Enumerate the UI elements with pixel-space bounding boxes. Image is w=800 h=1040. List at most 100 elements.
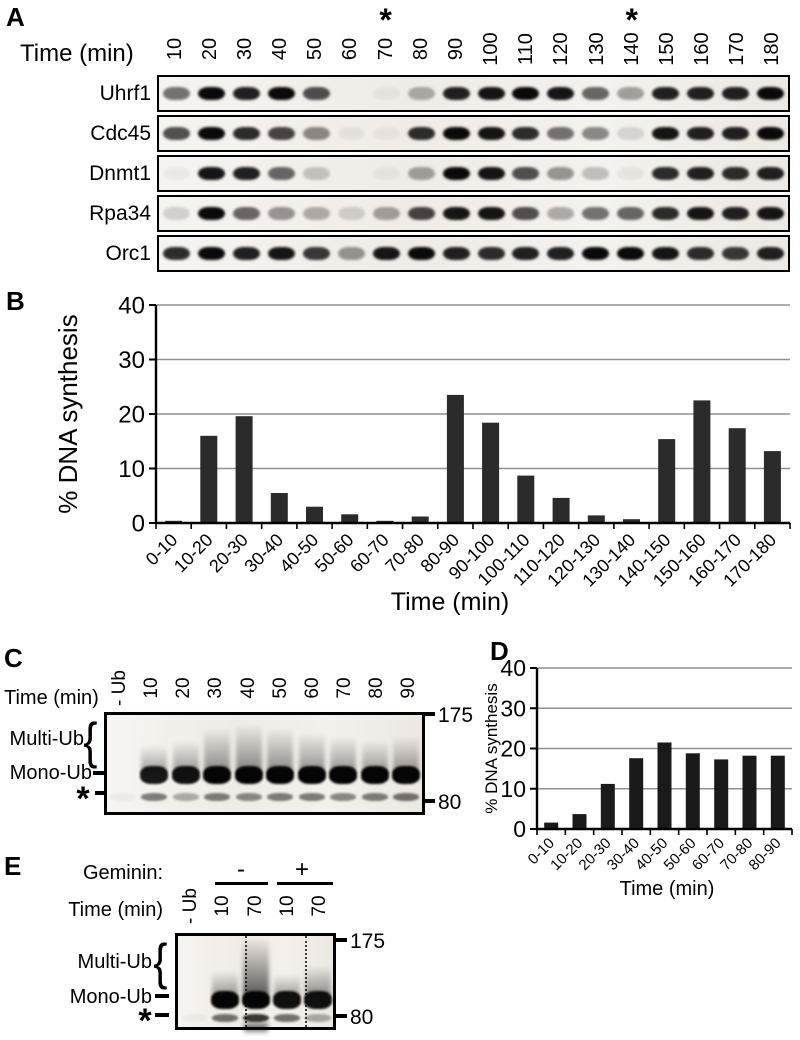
x-tick-label: 20-30 <box>205 530 252 577</box>
blot-band <box>757 127 784 140</box>
panel-c-multi-ub-label: Multi-Ub <box>9 728 84 750</box>
blot-band <box>687 247 715 260</box>
blot-band <box>477 167 505 180</box>
bar-60-70 <box>714 759 729 829</box>
asterisk-band <box>361 793 388 801</box>
blot-band <box>652 167 680 180</box>
asterisk-band <box>141 793 168 801</box>
blot-band <box>302 167 330 180</box>
blot-band <box>163 127 190 140</box>
blot-band <box>442 87 470 100</box>
blot-band <box>267 167 295 180</box>
blot-row-dnmt1 <box>157 155 790 192</box>
blot-band <box>407 167 435 180</box>
blot-band <box>757 247 784 260</box>
bar-0-10 <box>544 822 559 829</box>
panel-e-marker-80: 80 <box>350 1006 374 1029</box>
blot-row-label-orc1: Orc1 <box>105 242 151 265</box>
blot-band <box>163 87 190 100</box>
panel-c-marker-175: 175 <box>438 704 474 727</box>
y-tick-label: 30 <box>118 347 145 374</box>
panel-a-lane-label: 80 <box>409 37 432 61</box>
panel-a-asterisk: * <box>379 2 392 38</box>
x-axis-title: Time (min) <box>391 588 510 616</box>
blot-band <box>687 207 715 220</box>
panel-e-lane-label: 70 <box>308 895 330 917</box>
blot-band <box>687 87 715 100</box>
panel-e-lane-label: 10 <box>276 895 298 917</box>
blot-band <box>197 207 225 220</box>
blot-band <box>652 247 680 260</box>
blot-band <box>372 247 400 260</box>
y-tick-label: 30 <box>500 695 526 721</box>
blot-row-uhrf1 <box>157 75 790 112</box>
panel-c-blot-box <box>104 712 425 815</box>
blot-band <box>197 247 225 260</box>
asterisk-band <box>330 793 357 801</box>
panel-a-lane-label: 40 <box>269 37 292 61</box>
asterisk-band <box>393 793 420 801</box>
blot-band <box>267 247 295 260</box>
panel-c-asterisk-label: * <box>76 780 90 818</box>
y-tick-label: 20 <box>500 736 526 762</box>
blot-band <box>163 167 190 180</box>
y-tick-label: 10 <box>118 456 145 483</box>
blot-band <box>442 207 470 220</box>
blot-band <box>617 207 645 220</box>
mono-ub-band <box>297 766 326 784</box>
bar-30-40 <box>629 758 644 829</box>
bar-140-150 <box>658 439 676 523</box>
mono-ub-band <box>234 766 263 784</box>
bar-50-60 <box>341 514 359 523</box>
blot-band <box>302 207 330 220</box>
panel-a-lane-label: 170 <box>726 32 749 66</box>
blot-band <box>617 87 645 100</box>
blot-band <box>407 207 435 220</box>
panel-a-lane-label: 30 <box>233 37 256 61</box>
panel-e-mono-ub-label: Mono-Ub <box>69 986 152 1008</box>
panel-c-marker-tick-175 <box>424 712 435 716</box>
panel-c-time-axis-label: Time (min) <box>4 687 99 709</box>
mono-ub-band <box>266 766 295 784</box>
panel-d-bar-chart: 0102030400-1010-2020-3030-4040-5050-6060… <box>482 655 793 900</box>
bar-150-160 <box>693 400 711 523</box>
blot-band <box>372 87 400 100</box>
blot-band <box>582 207 610 220</box>
panel-e-label: E <box>4 851 22 881</box>
blot-band <box>547 247 575 260</box>
bar-130-140 <box>623 519 640 523</box>
panel-e-asterisk-dash <box>155 1013 169 1017</box>
panel-a-time-axis-label: Time (min) <box>20 40 134 67</box>
blot-band <box>547 87 575 100</box>
multi-ub-smear <box>211 972 238 996</box>
blot-band <box>372 127 400 140</box>
panel-a-label: A <box>6 2 25 32</box>
x-tick-label: 60-70 <box>346 530 393 577</box>
blot-row-cdc45 <box>157 115 790 152</box>
blot-band <box>722 127 750 140</box>
blot-band <box>197 87 225 100</box>
panel-c-lane-label: 80 <box>365 677 387 699</box>
panel-a-lane-label: 50 <box>304 37 327 61</box>
asterisk-band <box>211 1014 238 1022</box>
panel-d-label: D <box>490 636 509 666</box>
asterisk-band <box>267 793 294 801</box>
bar-80-90 <box>770 755 785 829</box>
blot-band <box>372 207 400 220</box>
blot-band <box>337 247 365 260</box>
panel-c-lane-label: 40 <box>237 677 259 699</box>
blot-band <box>407 127 435 140</box>
bar-10-20 <box>200 435 218 523</box>
blot-band <box>477 247 505 260</box>
bar-110-120 <box>552 497 570 523</box>
panel-a-lane-label: 180 <box>761 32 784 66</box>
blot-band <box>442 167 470 180</box>
x-tick-label: 50-60 <box>311 530 358 577</box>
blot-band <box>722 87 750 100</box>
bar-50-60 <box>685 753 700 829</box>
y-tick-label: 0 <box>132 510 145 537</box>
blot-band <box>722 247 750 260</box>
bar-70-80 <box>411 516 429 523</box>
panel-c-lane-label: 90 <box>397 677 419 699</box>
blot-row-label-uhrf1: Uhrf1 <box>99 82 151 105</box>
